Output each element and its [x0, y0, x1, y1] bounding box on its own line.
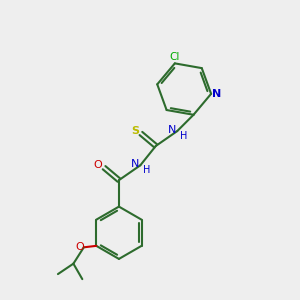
- Text: H: H: [143, 165, 151, 175]
- Text: N: N: [168, 124, 176, 135]
- Text: Cl: Cl: [169, 52, 180, 62]
- Text: O: O: [94, 160, 103, 170]
- Text: S: S: [131, 126, 139, 136]
- Text: O: O: [75, 242, 84, 252]
- Text: N: N: [212, 89, 221, 99]
- Text: N: N: [131, 159, 139, 169]
- Text: H: H: [180, 130, 188, 141]
